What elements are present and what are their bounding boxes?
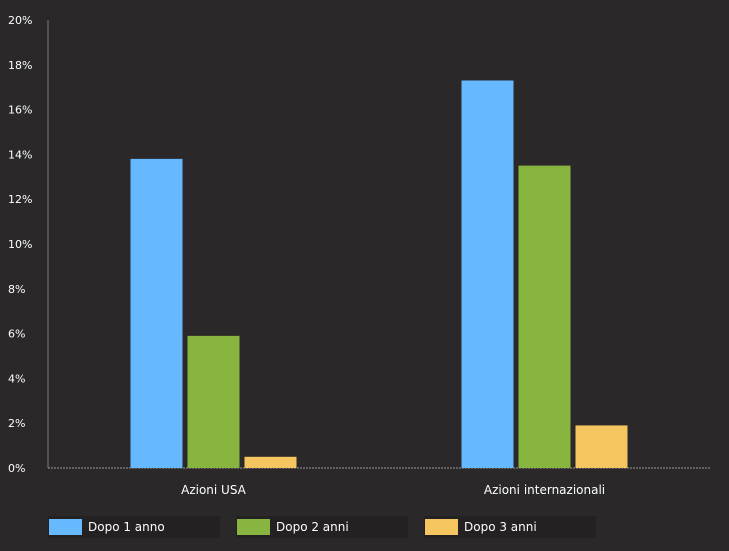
legend-label-series-1: Dopo 1 anno (88, 520, 165, 534)
x-category-label: Azioni internazionali (484, 483, 605, 497)
x-category-label: Azioni USA (181, 483, 247, 497)
legend-label-series-2: Dopo 2 anni (276, 520, 349, 534)
bar-1-series-1[interactable] (130, 158, 183, 468)
legend-item-series-2[interactable]: Dopo 2 anni (236, 516, 408, 538)
y-tick-label: 20% (8, 14, 32, 27)
legend: Dopo 1 anno Dopo 2 anni Dopo 3 anni (48, 516, 598, 538)
y-tick-label: 14% (8, 148, 32, 161)
bar-1-series-3[interactable] (244, 456, 297, 468)
bar-2-series-1[interactable] (461, 80, 514, 468)
y-tick-label: 2% (8, 417, 25, 430)
bar-1-series-2[interactable] (187, 335, 240, 468)
x-axis: Azioni USA Azioni internazionali (48, 467, 710, 497)
y-tick-label: 12% (8, 193, 32, 206)
legend-label-series-3: Dopo 3 anni (464, 520, 537, 534)
y-tick-label: 18% (8, 59, 32, 72)
y-axis: 0% 2% 4% 6% 8% 10% 12% 14% 16% 18% 20% (8, 14, 49, 475)
legend-swatch-series-3 (425, 519, 458, 535)
bars (130, 80, 628, 468)
legend-swatch-series-2 (237, 519, 270, 535)
y-tick-label: 6% (8, 328, 25, 341)
legend-item-series-1[interactable]: Dopo 1 anno (48, 516, 220, 538)
y-tick-label: 10% (8, 238, 32, 251)
y-tick-label: 4% (8, 372, 25, 385)
bar-2-series-3[interactable] (575, 425, 628, 468)
bar-2-series-2[interactable] (518, 165, 571, 468)
legend-swatch-series-1 (49, 519, 82, 535)
y-tick-label: 16% (8, 104, 32, 117)
y-tick-label: 8% (8, 283, 25, 296)
legend-item-series-3[interactable]: Dopo 3 anni (424, 516, 596, 538)
y-tick-label: 0% (8, 462, 25, 475)
